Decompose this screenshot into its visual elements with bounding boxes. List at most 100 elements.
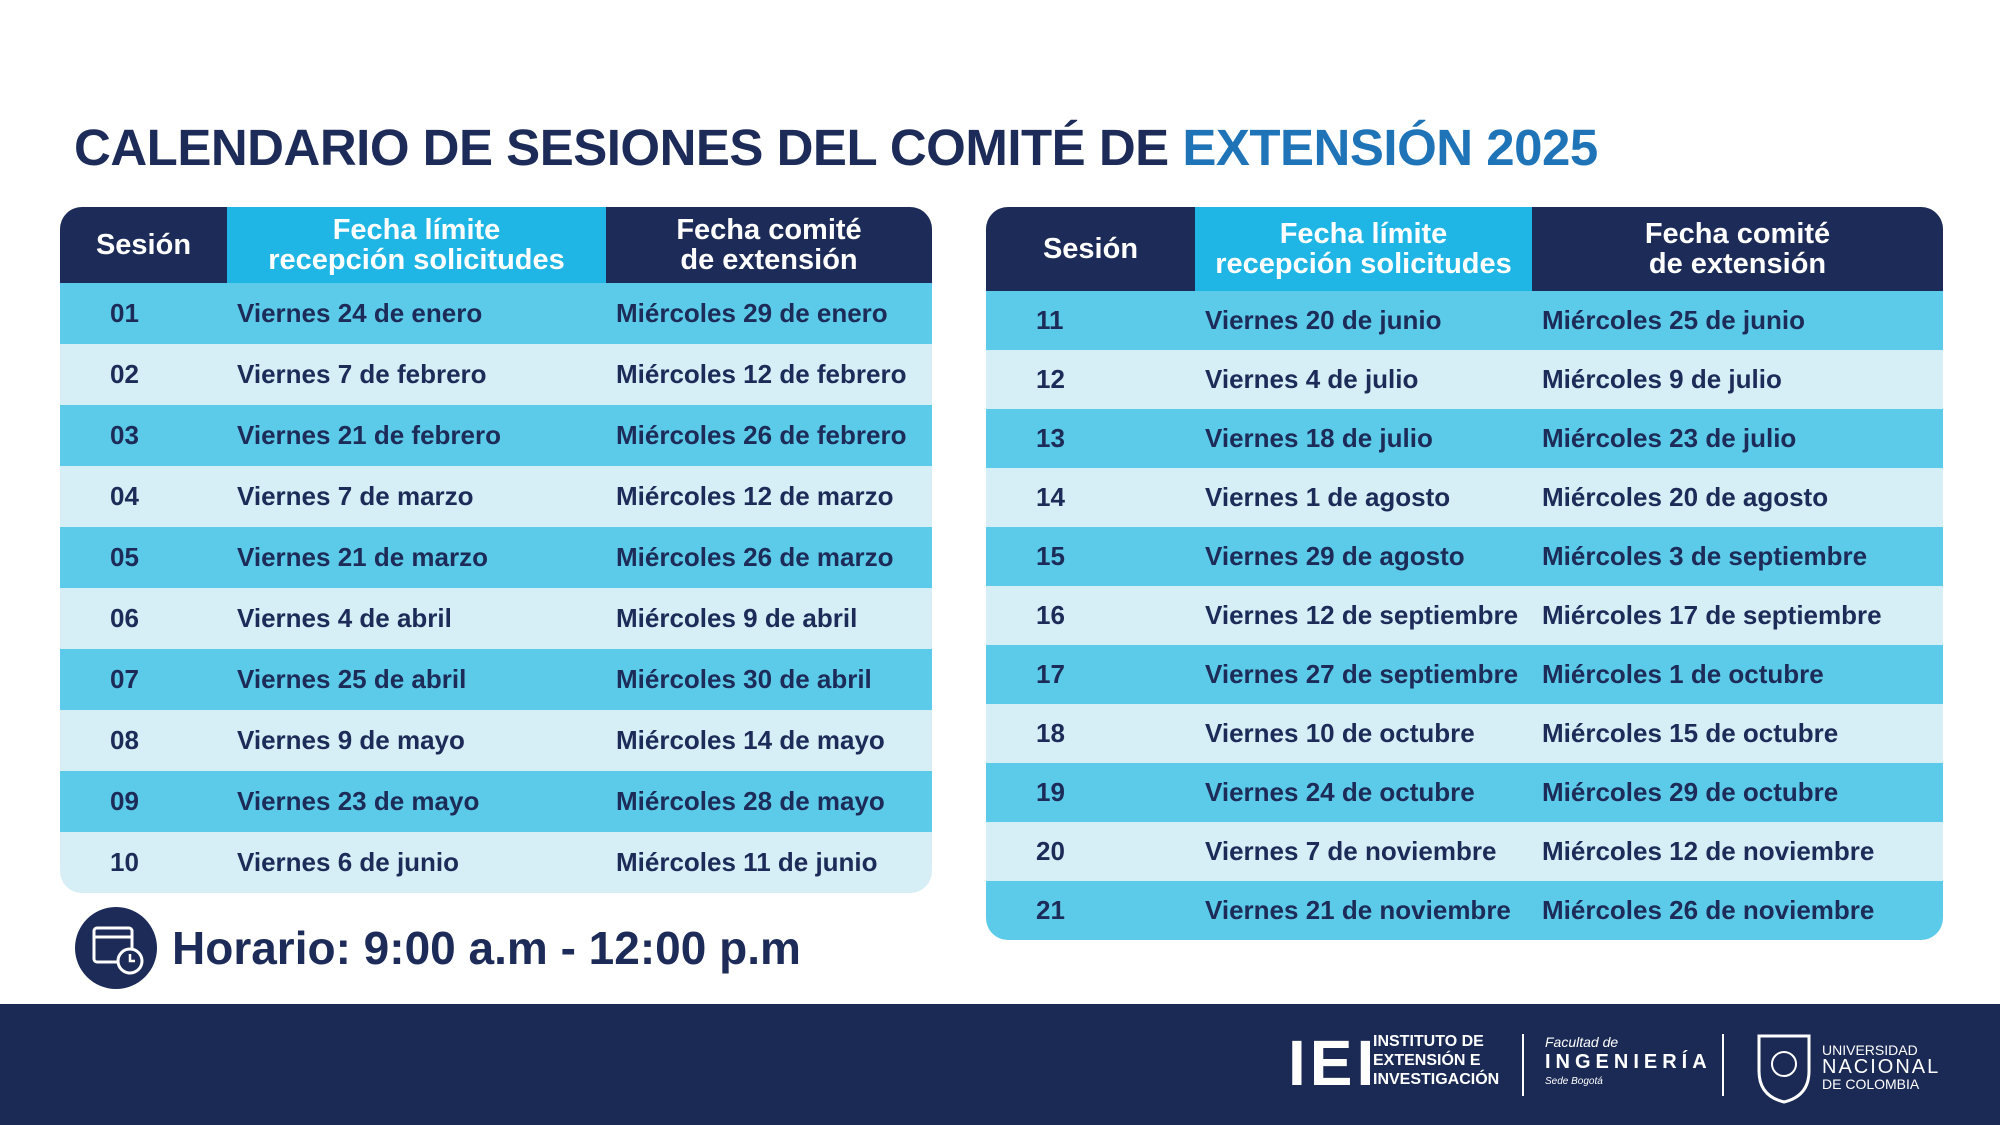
date-cell: Viernes 6 de junio <box>237 847 460 877</box>
session-cell: 08 <box>110 725 139 755</box>
session-cell: 10 <box>110 847 139 877</box>
header-text: Sesión <box>95 229 192 261</box>
university-crest <box>1757 1034 1811 1104</box>
table-row: 03 Viernes 21 de febrero Miércoles 26 de f… <box>60 405 932 466</box>
date-cell: Viernes 10 de octubre <box>1205 718 1475 748</box>
date-cell: Viernes 24 de enero <box>237 298 483 328</box>
date-cell: Viernes 9 de mayo <box>237 725 465 755</box>
date-cell: Miércoles 28 de mayo <box>616 786 885 816</box>
footer-text: UNIVERSIDAD <box>1822 1042 1918 1058</box>
date-cell: Miércoles 26 de marzo <box>616 542 894 572</box>
header-text: Sesión <box>1042 233 1139 265</box>
table-row: 17 Viernes 27 de septiembre Miércoles 1 de… <box>986 645 1943 704</box>
date-cell: Miércoles 12 de noviembre <box>1542 836 1875 866</box>
iei-logo: IEI <box>1288 1027 1379 1099</box>
header-text: Fecha comité <box>676 214 862 246</box>
table-row: 21 Viernes 21 de noviembre Miércoles 26 de… <box>986 881 1943 940</box>
header-row: Sesión Fecha límite recepción solicitudes F… <box>60 207 932 283</box>
date-cell: Viernes 27 de septiembre <box>1205 659 1519 689</box>
footer-text: INSTITUTO DE <box>1373 1033 1484 1050</box>
title-main: CALENDARIO DE SESIONES DEL COMITÉ DE <box>74 119 1169 176</box>
header-text: de extensión <box>680 244 858 276</box>
date-cell: Miércoles 30 de abril <box>616 664 872 694</box>
table-row: 16 Viernes 12 de septiembre Miércoles 17 d… <box>986 586 1943 645</box>
session-cell: 09 <box>110 786 139 816</box>
date-cell: Miércoles 23 de julio <box>1542 423 1797 453</box>
iei-text: INSTITUTO DE EXTENSIÓN E INVESTIGACIÓN <box>1373 1032 1499 1089</box>
session-cell: 15 <box>1036 541 1065 571</box>
footer-text: Facultad de <box>1545 1034 1619 1050</box>
date-cell: Viernes 25 de abril <box>237 664 467 694</box>
title-highlight: EXTENSIÓN 2025 <box>1182 119 1598 176</box>
date-cell: Miércoles 3 de septiembre <box>1542 541 1868 571</box>
table-row: 18 Viernes 10 de octubre Miércoles 15 de o… <box>986 704 1943 763</box>
table-row: 15 Viernes 29 de agosto Miércoles 3 de sep… <box>986 527 1943 586</box>
footer: IEI INSTITUTO DE EXTENSIÓN E INVESTIGACIÓN… <box>0 1004 2000 1125</box>
header-cell: Sesión <box>60 207 227 283</box>
date-cell: Miércoles 9 de abril <box>616 603 858 633</box>
table-row: 04 Viernes 7 de marzo Miércoles 12 de marz… <box>60 466 932 527</box>
table-row: 07 Viernes 25 de abril Miércoles 30 de abr… <box>60 649 932 710</box>
date-cell: Miércoles 14 de mayo <box>616 725 885 755</box>
date-cell: Miércoles 9 de julio <box>1542 364 1782 394</box>
table-row: 08 Viernes 9 de mayo Miércoles 14 de mayo <box>60 710 932 771</box>
date-cell: Miércoles 15 de octubre <box>1542 718 1839 748</box>
session-cell: 16 <box>1036 600 1065 630</box>
schedule-text: Horario: 9:00 a.m - 12:00 p.m <box>172 922 801 974</box>
header-text: Fecha límite <box>332 214 501 246</box>
table-body: 01 Viernes 24 de enero Miércoles 29 de ene… <box>60 283 932 893</box>
date-cell: Miércoles 20 de agosto <box>1542 482 1829 512</box>
header-text: Fecha límite <box>1279 218 1448 250</box>
date-cell: Viernes 29 de agosto <box>1205 541 1465 571</box>
table: Sesión Fecha límite recepción solicitudes F… <box>60 207 932 893</box>
divider <box>1522 1034 1524 1096</box>
date-cell: Viernes 7 de noviembre <box>1205 836 1497 866</box>
table-row: 13 Viernes 18 de julio Miércoles 23 de jul… <box>986 409 1943 468</box>
header-cell: Fecha límite recepción solicitudes <box>227 207 606 283</box>
header-text: recepción solicitudes <box>268 244 565 276</box>
date-cell: Miércoles 25 de junio <box>1542 305 1805 335</box>
session-cell: 14 <box>1036 482 1065 512</box>
table: Sesión Fecha límite recepción solicitudes F… <box>986 207 1943 940</box>
date-cell: Miércoles 12 de marzo <box>616 481 894 511</box>
table-row: 14 Viernes 1 de agosto Miércoles 20 de ago… <box>986 468 1943 527</box>
date-cell: Miércoles 26 de febrero <box>616 420 907 450</box>
divider <box>1722 1034 1724 1096</box>
schedule: Horario: 9:00 a.m - 12:00 p.m <box>74 906 801 990</box>
header-cell: Fecha límite recepción solicitudes <box>1195 207 1532 291</box>
date-cell: Viernes 4 de abril <box>237 603 452 633</box>
calendar-icon <box>75 907 157 989</box>
header-text: recepción solicitudes <box>1215 248 1512 280</box>
session-cell: 03 <box>110 420 139 450</box>
header-cell: Fecha comité de extensión <box>606 207 932 283</box>
footer-text: DE COLOMBIA <box>1822 1076 1920 1092</box>
date-cell: Miércoles 11 de junio <box>616 847 878 877</box>
session-cell: 01 <box>110 298 139 328</box>
date-cell: Miércoles 29 de enero <box>616 298 888 328</box>
date-cell: Viernes 4 de julio <box>1205 364 1419 394</box>
table-row: 19 Viernes 24 de octubre Miércoles 29 de o… <box>986 763 1943 822</box>
session-cell: 20 <box>1036 836 1065 866</box>
session-cell: 06 <box>110 603 139 633</box>
header-text: de extensión <box>1648 248 1827 280</box>
session-cell: 17 <box>1036 659 1065 689</box>
table-row: 02 Viernes 7 de febrero Miércoles 12 de fe… <box>60 344 932 405</box>
session-cell: 18 <box>1036 718 1065 748</box>
session-cell: 12 <box>1036 364 1065 394</box>
university-text: UNIVERSIDAD NACIONAL DE COLOMBIA <box>1822 1042 1940 1093</box>
table-body: 11 Viernes 20 de junio Miércoles 25 de jun… <box>986 291 1943 940</box>
date-cell: Viernes 24 de octubre <box>1205 777 1475 807</box>
table-row: 12 Viernes 4 de julio Miércoles 9 de julio <box>986 350 1943 409</box>
table-row: 11 Viernes 20 de junio Miércoles 25 de jun… <box>986 291 1943 350</box>
session-cell: 04 <box>110 481 139 511</box>
date-cell: Miércoles 1 de octubre <box>1542 659 1824 689</box>
session-cell: 19 <box>1036 777 1065 807</box>
date-cell: Miércoles 17 de septiembre <box>1542 600 1882 630</box>
footer-text: INGENIERÍA <box>1545 1051 1712 1073</box>
session-cell: 21 <box>1036 895 1065 925</box>
date-cell: Viernes 21 de febrero <box>237 420 501 450</box>
table-row: 10 Viernes 6 de junio Miércoles 11 de juni… <box>60 832 932 893</box>
date-cell: Viernes 18 de julio <box>1205 423 1433 453</box>
date-cell: Viernes 21 de noviembre <box>1205 895 1511 925</box>
